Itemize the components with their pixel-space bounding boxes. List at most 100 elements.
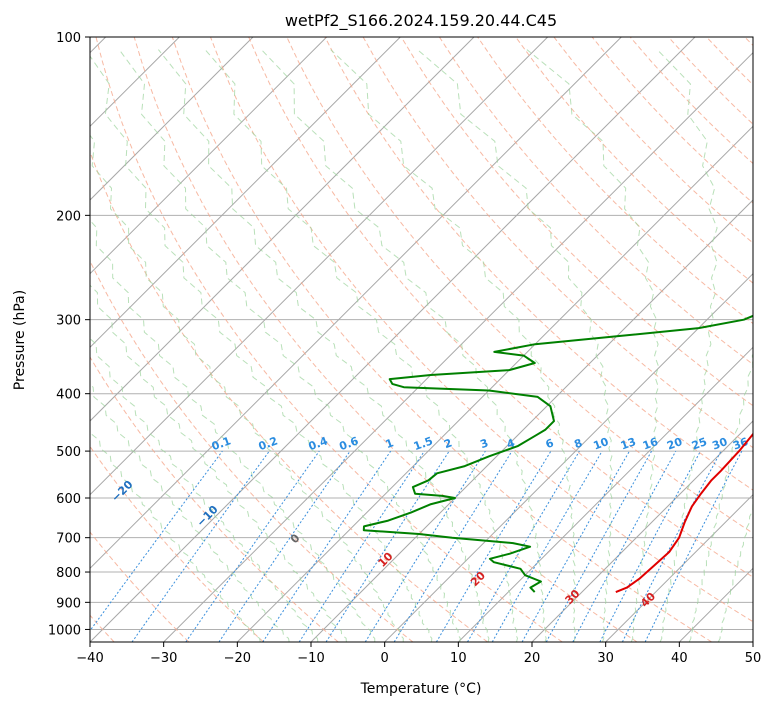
y-axis-title: Pressure (hPa) <box>12 290 28 390</box>
mixing-ratio-line <box>325 450 450 642</box>
dry-adiabat-line <box>90 356 339 642</box>
isotherm-line <box>163 51 753 642</box>
mixing-ratio-line <box>572 450 677 642</box>
mixing-ratio-line <box>545 450 653 642</box>
profile-series <box>362 314 753 594</box>
moist-adiabat-line <box>526 49 660 642</box>
isotherm-line <box>531 420 753 642</box>
mixing-ratio-line <box>621 450 722 642</box>
x-tick-label: 10 <box>450 651 467 666</box>
dry-adiabat-line <box>171 37 712 642</box>
moist-adiabat-line <box>417 49 613 642</box>
mixing-ratio-label: 8 <box>572 436 584 451</box>
isotherm-line <box>90 37 549 496</box>
moist-adiabat-line <box>204 49 519 642</box>
moist-adiabat-line <box>90 383 290 642</box>
mixing-ratio-label: 13 <box>619 435 638 452</box>
mixing-ratio-label: 25 <box>690 435 709 452</box>
x-tick-label: 50 <box>745 651 762 666</box>
x-tick-label: −30 <box>150 651 177 666</box>
chart-title: wetPf2_S166.2024.159.20.44.C45 <box>285 11 557 31</box>
x-tick-label: −10 <box>297 651 324 666</box>
mixing-ratio-line <box>521 450 630 642</box>
mixing-ratio-line <box>131 450 270 642</box>
x-tick-label: 40 <box>671 651 688 666</box>
mixing-ratio-label: 0.1 <box>210 434 233 453</box>
isotherm-line <box>90 37 622 570</box>
moist-adiabat-line <box>717 503 753 642</box>
mixing-ratio-label: 4 <box>505 436 517 451</box>
mixing-ratio-line <box>185 450 320 642</box>
moist-adiabat-line <box>118 49 461 642</box>
dry-adiabat-line <box>438 37 753 366</box>
y-tick-label: 700 <box>56 532 81 547</box>
dry-adiabat-line <box>400 37 753 407</box>
y-tick-label: 300 <box>56 314 81 329</box>
mixing-ratio-line <box>262 450 392 642</box>
x-axis: −40 −30 −20 −10 0 10 20 30 40 50 <box>76 642 761 666</box>
dry-adiabat-line <box>95 37 563 642</box>
moist-adiabat-line <box>261 49 547 642</box>
x-axis-title: Temperature (°C) <box>360 681 482 697</box>
x-tick-label: −20 <box>224 651 251 666</box>
isotherm-line <box>90 37 696 642</box>
dry-adiabat-line <box>210 37 753 623</box>
mixing-ratio-label: 3 <box>478 436 490 451</box>
y-axis: 100 200 300 400 500 600 700 800 900 1000 <box>48 31 90 638</box>
mixing-ratio-label: 30 <box>710 435 729 453</box>
mixing-ratio-label: 20 <box>665 435 684 453</box>
y-tick-label: 900 <box>56 596 81 611</box>
mixing-ratio-line <box>298 450 425 642</box>
mixing-ratio-line <box>90 450 223 632</box>
moist-adiabat-line <box>158 49 490 642</box>
y-tick-label: 100 <box>56 31 81 46</box>
mixing-ratio-label: 1.5 <box>412 434 435 453</box>
mixing-ratio-label: 6 <box>544 436 556 451</box>
moist-adiabat-line <box>330 49 576 642</box>
y-tick-label: 500 <box>56 445 81 460</box>
x-tick-label: 20 <box>524 651 541 666</box>
isotherm-line <box>236 125 753 642</box>
dry-adiabat-line <box>90 259 414 642</box>
isotherm-line <box>90 37 254 201</box>
mixing-ratio-label: 0.2 <box>257 434 280 453</box>
mixing-ratio-line <box>393 450 513 642</box>
dry-adiabat-line <box>90 531 190 642</box>
y-tick-label: 1000 <box>48 623 81 638</box>
background-lines <box>90 37 753 642</box>
moist-adiabat-line <box>90 284 347 642</box>
moist-adiabat-line <box>90 219 376 642</box>
x-tick-label: 0 <box>381 651 389 666</box>
dry-adiabat-line <box>324 37 753 491</box>
dry-adiabat-line <box>90 445 264 642</box>
mixing-ratio-label: 0.6 <box>338 434 361 453</box>
plot-frame <box>89 36 754 643</box>
dry-adiabat-line <box>133 37 638 642</box>
dewpoint-line <box>362 314 753 593</box>
mixing-ratio-label: 1 <box>384 436 396 451</box>
dry-adiabat-line <box>248 37 753 578</box>
x-tick-label: −40 <box>76 651 103 666</box>
mixing-ratio-line <box>491 450 603 642</box>
moist-adiabat-line <box>90 432 261 642</box>
isotherm-line <box>90 37 475 422</box>
y-tick-label: 200 <box>56 209 81 224</box>
y-tick-label: 800 <box>56 566 81 581</box>
moist-adiabat-line <box>90 55 433 642</box>
mixing-ratio-label: 16 <box>641 435 660 453</box>
temperature-line <box>615 432 753 594</box>
mixing-ratio-label: 10 <box>592 435 611 453</box>
mixing-ratio-line <box>644 450 743 642</box>
isotherm-line <box>90 37 401 349</box>
mixing-ratio-label: 2 <box>442 436 454 451</box>
mixing-ratio-label: 0.4 <box>307 434 330 453</box>
y-tick-label: 400 <box>56 388 81 403</box>
dry-adiabat-line <box>515 37 753 284</box>
y-tick-label: 600 <box>56 492 81 507</box>
moist-adiabat-line <box>688 352 753 642</box>
x-tick-label: 30 <box>597 651 614 666</box>
isotherm-line <box>605 493 753 642</box>
mixing-ratio-line <box>218 450 351 642</box>
moist-adiabat-line <box>656 49 718 642</box>
